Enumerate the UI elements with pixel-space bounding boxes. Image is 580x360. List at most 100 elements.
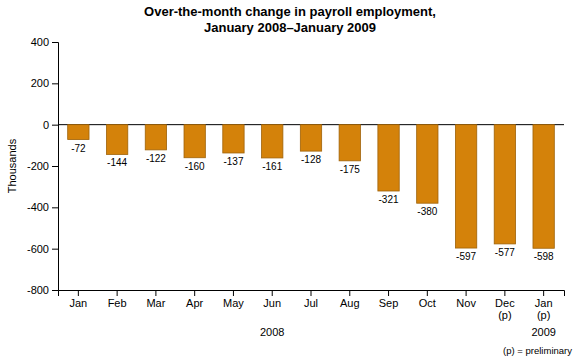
x-tick-label: Jul bbox=[304, 297, 318, 309]
y-tick-label: -200 bbox=[27, 160, 49, 172]
footnote: (p) = preliminary bbox=[503, 345, 572, 356]
data-label: -577 bbox=[495, 247, 515, 258]
x-tick-label: Nov bbox=[456, 297, 476, 309]
x-tick: Jan(p) bbox=[535, 290, 553, 321]
x-tick-mark bbox=[466, 290, 467, 296]
bar bbox=[339, 125, 360, 161]
x-tick: Jun bbox=[263, 290, 281, 309]
title: Over-the-month change in payroll employm… bbox=[144, 4, 436, 35]
x-tick-label: Jan(p) bbox=[535, 297, 553, 321]
x-tick-mark bbox=[388, 290, 389, 296]
bars bbox=[68, 125, 555, 249]
data-label: -72 bbox=[71, 143, 86, 154]
x-tick: Oct bbox=[419, 290, 436, 309]
y-tick-label: -800 bbox=[27, 284, 49, 296]
y-tick-mark bbox=[52, 83, 58, 84]
x-tick: Sep bbox=[379, 290, 399, 309]
title-line: January 2008–January 2009 bbox=[204, 20, 376, 35]
data-label: -597 bbox=[456, 251, 476, 262]
x-tick-label-line: Aug bbox=[340, 297, 360, 309]
x-tick-label-line: May bbox=[223, 297, 244, 309]
year-label: 2008 bbox=[260, 326, 284, 338]
bar bbox=[223, 125, 244, 153]
x-tick-label-line: Feb bbox=[108, 297, 127, 309]
x-tick-label-line: Dec bbox=[495, 297, 515, 309]
y-tick: 200 bbox=[31, 77, 58, 89]
data-label: -175 bbox=[340, 164, 360, 175]
data-label: -321 bbox=[379, 194, 399, 205]
bar bbox=[455, 125, 476, 248]
title-line: Over-the-month change in payroll employm… bbox=[144, 4, 436, 19]
x-tick-label-line: Sep bbox=[379, 297, 399, 309]
x-tick-mark bbox=[155, 290, 156, 296]
x-tick-label: Sep bbox=[379, 297, 399, 309]
x-tick-label-line: Jun bbox=[263, 297, 281, 309]
x-tick: Dec(p) bbox=[495, 290, 515, 321]
x-tick-label: Feb bbox=[108, 297, 127, 309]
x-tick-mark bbox=[78, 290, 79, 296]
x-tick-label-line: Jan bbox=[535, 297, 553, 309]
x-tick: Apr bbox=[186, 290, 203, 309]
x-tick: Mar bbox=[146, 290, 165, 309]
data-label: -122 bbox=[146, 153, 166, 164]
y-tick-mark bbox=[52, 42, 58, 43]
y-tick: 0 bbox=[43, 119, 58, 131]
y-tick-mark bbox=[52, 166, 58, 167]
y-tick: 400 bbox=[31, 36, 58, 48]
x-tick-label: Jan bbox=[69, 297, 87, 309]
x-tick-label-line: Apr bbox=[186, 297, 203, 309]
x-tick-label-line: (p) bbox=[498, 309, 511, 321]
y-axis: -800 -600 -400 -200 0 200 400 bbox=[27, 36, 59, 296]
x-tick: Jan bbox=[69, 290, 87, 309]
y-tick-label: -600 bbox=[27, 243, 49, 255]
x-tick-mark bbox=[504, 290, 505, 296]
data-label: -137 bbox=[223, 156, 243, 167]
y-tick: -400 bbox=[27, 201, 58, 213]
x-axis-line bbox=[59, 291, 565, 297]
x-tick-label-line: Jan bbox=[69, 297, 87, 309]
year-label: 2009 bbox=[531, 326, 555, 338]
data-label: -161 bbox=[262, 161, 282, 172]
bar bbox=[494, 125, 515, 244]
data-label: -598 bbox=[534, 251, 554, 262]
x-tick-mark bbox=[272, 290, 273, 296]
bar bbox=[300, 125, 321, 151]
y-tick-label: 200 bbox=[31, 77, 49, 89]
data-label: -144 bbox=[107, 157, 127, 168]
x-tick-mark bbox=[349, 290, 350, 296]
x-tick: Feb bbox=[108, 290, 127, 309]
x-tick-label-line: Nov bbox=[456, 297, 476, 309]
chart: Over-the-month change in payroll employm… bbox=[0, 0, 580, 360]
bar bbox=[145, 125, 166, 150]
plot: -800 -600 -400 -200 0 200 400 Jan Feb Mar Apr May Ju… bbox=[27, 36, 565, 321]
x-tick-label: Dec(p) bbox=[495, 297, 515, 321]
x-axis: JanFebMarAprMayJunJulAugSepOctNovDec(p)J… bbox=[59, 290, 565, 321]
bar bbox=[68, 125, 89, 140]
data-label: -128 bbox=[301, 154, 321, 165]
y-tick-mark bbox=[52, 125, 58, 126]
y-tick-mark bbox=[52, 249, 58, 250]
x-tick-mark bbox=[311, 290, 312, 296]
x-tick-label: Jun bbox=[263, 297, 281, 309]
bar bbox=[262, 125, 283, 158]
y-tick-label: 0 bbox=[43, 119, 49, 131]
x-tick-label: May bbox=[223, 297, 244, 309]
x-tick-label-line: (p) bbox=[537, 309, 550, 321]
x-tick-label: Mar bbox=[146, 297, 165, 309]
bar bbox=[378, 125, 399, 191]
x-tick: Aug bbox=[340, 290, 360, 309]
y-tick-mark bbox=[52, 290, 58, 291]
bar bbox=[184, 125, 205, 158]
x-tick-label: Oct bbox=[419, 297, 436, 309]
data-label: -160 bbox=[185, 161, 205, 172]
y-tick: -200 bbox=[27, 160, 58, 172]
y-tick-label: 400 bbox=[31, 36, 49, 48]
y-tick-mark bbox=[52, 207, 58, 208]
y-tick: -600 bbox=[27, 243, 58, 255]
data-label: -380 bbox=[417, 206, 437, 217]
x-tick: Jul bbox=[304, 290, 318, 309]
x-tick-mark bbox=[543, 290, 544, 296]
x-tick-mark bbox=[194, 290, 195, 296]
bar bbox=[533, 125, 554, 249]
x-tick-label-line: Jul bbox=[304, 297, 318, 309]
